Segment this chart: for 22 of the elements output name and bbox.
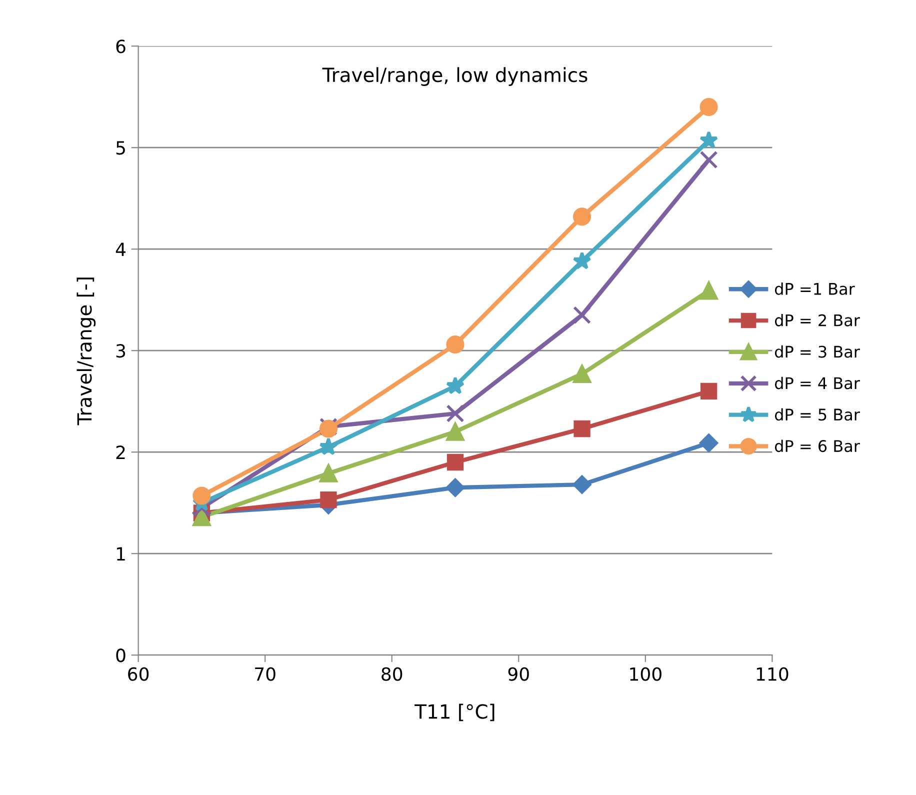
text: Travel/range, low dynamics — [322, 67, 588, 86]
legend-label: dP = 6 Bar — [774, 440, 860, 452]
y-tick-label: 2 — [116, 446, 125, 459]
y-tick-label: 1 — [117, 547, 125, 560]
x-tick-label: 80 — [382, 667, 402, 681]
x-tick-label: 60 — [128, 667, 149, 681]
legend-label: dP = 2 Bar — [774, 314, 860, 326]
legend-label: dP = 5 Bar — [774, 408, 860, 421]
x-tick-label: 90 — [508, 667, 529, 681]
legend-label: dP = 3 Bar — [774, 345, 860, 358]
legend-label: dP = 4 Bar — [774, 376, 860, 390]
y-tick-label: 5 — [116, 141, 125, 155]
y-tick-label: 4 — [116, 242, 126, 256]
x-tick-label: 70 — [255, 667, 276, 681]
y-tick-label: 0 — [116, 648, 126, 662]
x-tick-label: 100 — [630, 667, 662, 681]
legend-label: dP =1 Bar — [774, 282, 855, 295]
y-tick-label: 6 — [116, 40, 126, 54]
y-tick-label: 3 — [116, 344, 126, 358]
y-axis-title: Travel/range [-] — [76, 278, 96, 426]
x-axis-title: T11 [°C] — [414, 704, 494, 722]
x-tick-label: 110 — [756, 667, 788, 681]
